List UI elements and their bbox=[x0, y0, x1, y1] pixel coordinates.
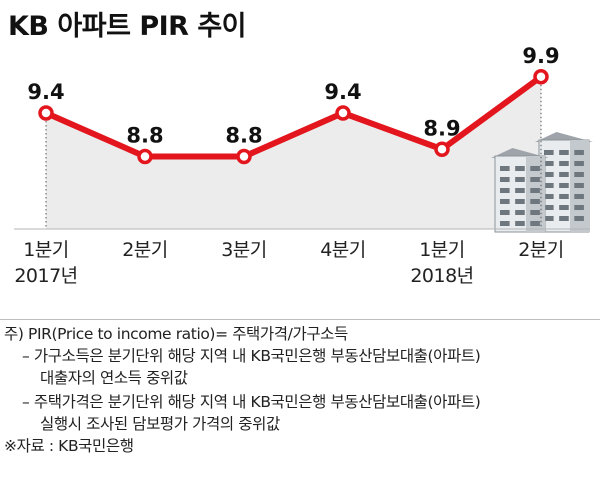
x-tick-label: 1분기 2017년 bbox=[1, 237, 91, 289]
building-window bbox=[544, 172, 554, 177]
building-window bbox=[515, 221, 525, 226]
building-window bbox=[500, 221, 510, 226]
building-window bbox=[544, 194, 554, 199]
data-label-layer: 9.4 8.8 8.8 9.4 8.9 9.9 bbox=[27, 44, 559, 148]
data-label: 8.8 bbox=[225, 124, 262, 148]
data-label: 9.4 bbox=[27, 80, 64, 104]
quarter-label: 1분기 bbox=[419, 239, 465, 261]
building-window bbox=[574, 150, 584, 155]
data-point bbox=[335, 105, 351, 121]
building-window bbox=[500, 177, 510, 182]
building-window bbox=[574, 172, 584, 177]
building-window bbox=[559, 205, 569, 210]
note-price: – 주택가격은 분기단위 해당 지역 내 KB국민은행 부동산담보대출(아파트) bbox=[22, 393, 481, 411]
building-window bbox=[515, 210, 525, 215]
building-window bbox=[559, 161, 569, 166]
building-window bbox=[500, 210, 510, 215]
line-chart: 9.4 8.8 8.8 9.4 8.9 9.9 bbox=[14, 44, 593, 233]
building-window bbox=[574, 205, 584, 210]
point-layer bbox=[38, 69, 549, 165]
building-window bbox=[530, 210, 540, 215]
note-formula: 주) PIR(Price to income ratio)= 주택가격/가구소득 bbox=[4, 325, 348, 343]
divider bbox=[0, 319, 600, 320]
x-tick-label: 2분기 bbox=[496, 237, 586, 263]
building-window bbox=[515, 188, 525, 193]
building-window bbox=[574, 161, 584, 166]
building-window bbox=[530, 166, 540, 171]
data-label: 9.9 bbox=[522, 44, 559, 68]
building-window bbox=[559, 194, 569, 199]
building-window bbox=[500, 188, 510, 193]
x-tick-label: 1분기 2018년 bbox=[397, 237, 487, 289]
footnotes: 주) PIR(Price to income ratio)= 주택가격/가구소득… bbox=[4, 323, 598, 457]
source-note: ※자료 : KB국민은행 bbox=[4, 437, 134, 455]
area-layer bbox=[46, 76, 541, 229]
data-point bbox=[434, 141, 450, 157]
quarter-label: 1분기 bbox=[23, 239, 69, 261]
building-window bbox=[559, 183, 569, 188]
note-price-cont: 실행시 조사된 담보평가 가격의 중위값 bbox=[40, 415, 280, 433]
chart-title: KB 아파트 PIR 추이 bbox=[8, 11, 247, 42]
building-window bbox=[515, 166, 525, 171]
building-window bbox=[574, 194, 584, 199]
data-point bbox=[533, 69, 549, 85]
x-tick-label: 4분기 bbox=[298, 237, 388, 263]
shaded-area bbox=[46, 76, 541, 229]
building-window bbox=[530, 188, 540, 193]
building-window bbox=[530, 177, 540, 182]
series-line-layer bbox=[43, 73, 544, 160]
quarter-label: 2분기 bbox=[122, 239, 168, 261]
building-window bbox=[544, 161, 554, 166]
building-window bbox=[574, 183, 584, 188]
quarter-label: 4분기 bbox=[320, 239, 366, 261]
building-window bbox=[574, 216, 584, 221]
quarter-label: 3분기 bbox=[221, 239, 267, 261]
data-point bbox=[137, 148, 153, 165]
data-label: 9.4 bbox=[324, 80, 361, 104]
building-window bbox=[515, 199, 525, 204]
building-window bbox=[530, 199, 540, 204]
building-front bbox=[491, 148, 549, 233]
building-window bbox=[544, 150, 554, 155]
building-window bbox=[544, 205, 554, 210]
x-tick-label: 2분기 bbox=[100, 237, 190, 263]
building-window bbox=[559, 172, 569, 177]
note-income-cont: 대출자의 연소득 중위값 bbox=[40, 369, 188, 387]
quarter-label: 2분기 bbox=[518, 239, 564, 261]
building-back bbox=[535, 132, 593, 233]
series-line bbox=[43, 73, 544, 160]
year-label: 2018년 bbox=[410, 265, 474, 287]
building-illustration bbox=[491, 132, 593, 233]
data-label: 8.8 bbox=[126, 124, 163, 148]
building-window bbox=[559, 150, 569, 155]
data-point bbox=[38, 105, 54, 121]
building-window bbox=[544, 183, 554, 188]
building-window bbox=[530, 221, 540, 226]
guide-lines bbox=[14, 84, 590, 230]
building-window bbox=[544, 216, 554, 221]
data-label: 8.9 bbox=[423, 116, 460, 140]
building-window bbox=[500, 166, 510, 171]
note-income: – 가구소득은 분기단위 해당 지역 내 KB국민은행 부동산담보대출(아파트) bbox=[22, 347, 481, 365]
x-tick-label: 3분기 bbox=[199, 237, 289, 263]
building-window bbox=[515, 177, 525, 182]
building-window bbox=[500, 199, 510, 204]
data-point bbox=[236, 148, 252, 165]
building-window bbox=[559, 216, 569, 221]
year-label: 2017년 bbox=[14, 265, 78, 287]
